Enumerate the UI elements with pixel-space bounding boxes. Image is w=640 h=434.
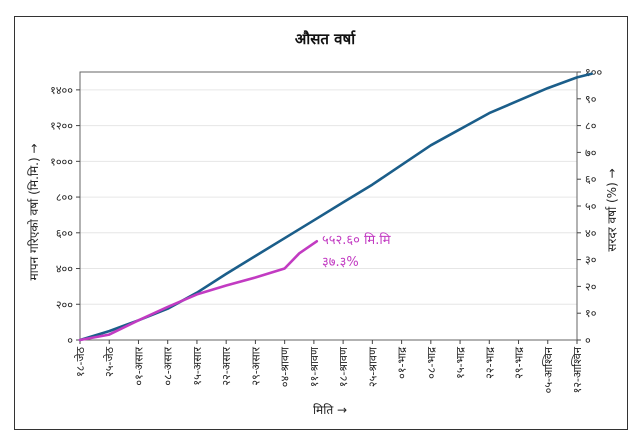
x-tick-label: १५-भाद्र xyxy=(454,347,467,379)
y-left-tick-label: ८०० xyxy=(56,191,73,204)
series-layer xyxy=(78,72,593,342)
x-tick-label: ०१-असार xyxy=(132,347,145,386)
y-right-tick-label: ५० xyxy=(585,200,597,213)
y-left-tick-label: १२०० xyxy=(50,120,73,133)
y-axis-right-label: सरदर वर्षा (%) → xyxy=(605,168,619,251)
x-ticks: १८-जेठ २५-जेठ ०१-असार ०८-असार १५-असार २२-असार… xyxy=(74,340,584,393)
y-left-tick-label: १००० xyxy=(50,155,73,168)
x-tick-label: ११-श्रावण xyxy=(308,346,321,387)
x-tick-label: २५-जेठ xyxy=(103,346,116,377)
x-tick-label: २५-श्रावण xyxy=(366,346,379,387)
x-axis-label: मिति → xyxy=(313,403,347,417)
series-line-2 xyxy=(78,240,319,342)
x-tick-label: १५-असार xyxy=(191,347,204,386)
y-left-tick-label: ६०० xyxy=(56,227,73,240)
y-right-tick-label: १०० xyxy=(585,66,602,79)
x-tick-label: १८-श्रावण xyxy=(337,346,350,387)
chart-frame xyxy=(14,16,628,430)
chart-title: औसत वर्षा xyxy=(295,30,356,48)
y-left-tick-label: २०० xyxy=(56,298,73,311)
y-axis-left-label: मापन गरिएको वर्षा (मि.मि.) → xyxy=(27,143,41,280)
x-tick-label: २९-भाद्र xyxy=(513,347,526,379)
y-right-tick-label: ६० xyxy=(585,173,597,186)
y-right-tick-label: ८० xyxy=(585,120,597,133)
y-right-tick-label: ७० xyxy=(585,146,597,159)
series-line-1 xyxy=(78,72,593,342)
y-right-tick-label: ४० xyxy=(585,227,597,240)
annotation-value: ५५२.६० मि.मि xyxy=(322,232,391,248)
annotation-percent: ३७.३% xyxy=(322,255,359,270)
y-right-tick-label: ० xyxy=(585,334,591,347)
y-left-tick-label: १४०० xyxy=(50,84,73,97)
x-tick-label: २९-असार xyxy=(249,347,262,386)
x-tick-label: ०१-भाद्र xyxy=(396,347,409,379)
y-right-tick-label: ९० xyxy=(585,93,597,106)
y-left-tick-label: ४०० xyxy=(56,263,73,276)
x-tick-label: १२-आश्विन xyxy=(571,346,584,393)
x-tick-label: २२-भाद्र xyxy=(483,347,496,379)
y-left-ticks: ० २०० ४०० ६०० ८०० १००० १२०० १४०० xyxy=(50,84,80,347)
plot-area xyxy=(79,71,578,341)
x-tick-label: ०४-श्रावण xyxy=(279,346,292,387)
y-right-tick-label: ३० xyxy=(585,254,597,267)
x-tick-label: ०८-असार xyxy=(162,347,175,386)
grid xyxy=(80,89,577,341)
y-left-tick-label: ० xyxy=(67,334,73,347)
x-tick-label: २२-असार xyxy=(220,347,233,386)
x-tick-label: ०५-आश्विन xyxy=(542,346,555,393)
y-right-tick-label: २० xyxy=(585,280,597,293)
x-tick-label: ०८-भाद्र xyxy=(425,347,438,379)
y-right-tick-label: १० xyxy=(585,307,597,320)
y-right-ticks: ० १० २० ३० ४० ५० ६० ७० ८० ९० १०० xyxy=(577,66,602,347)
x-tick-label: १८-जेठ xyxy=(74,346,87,377)
